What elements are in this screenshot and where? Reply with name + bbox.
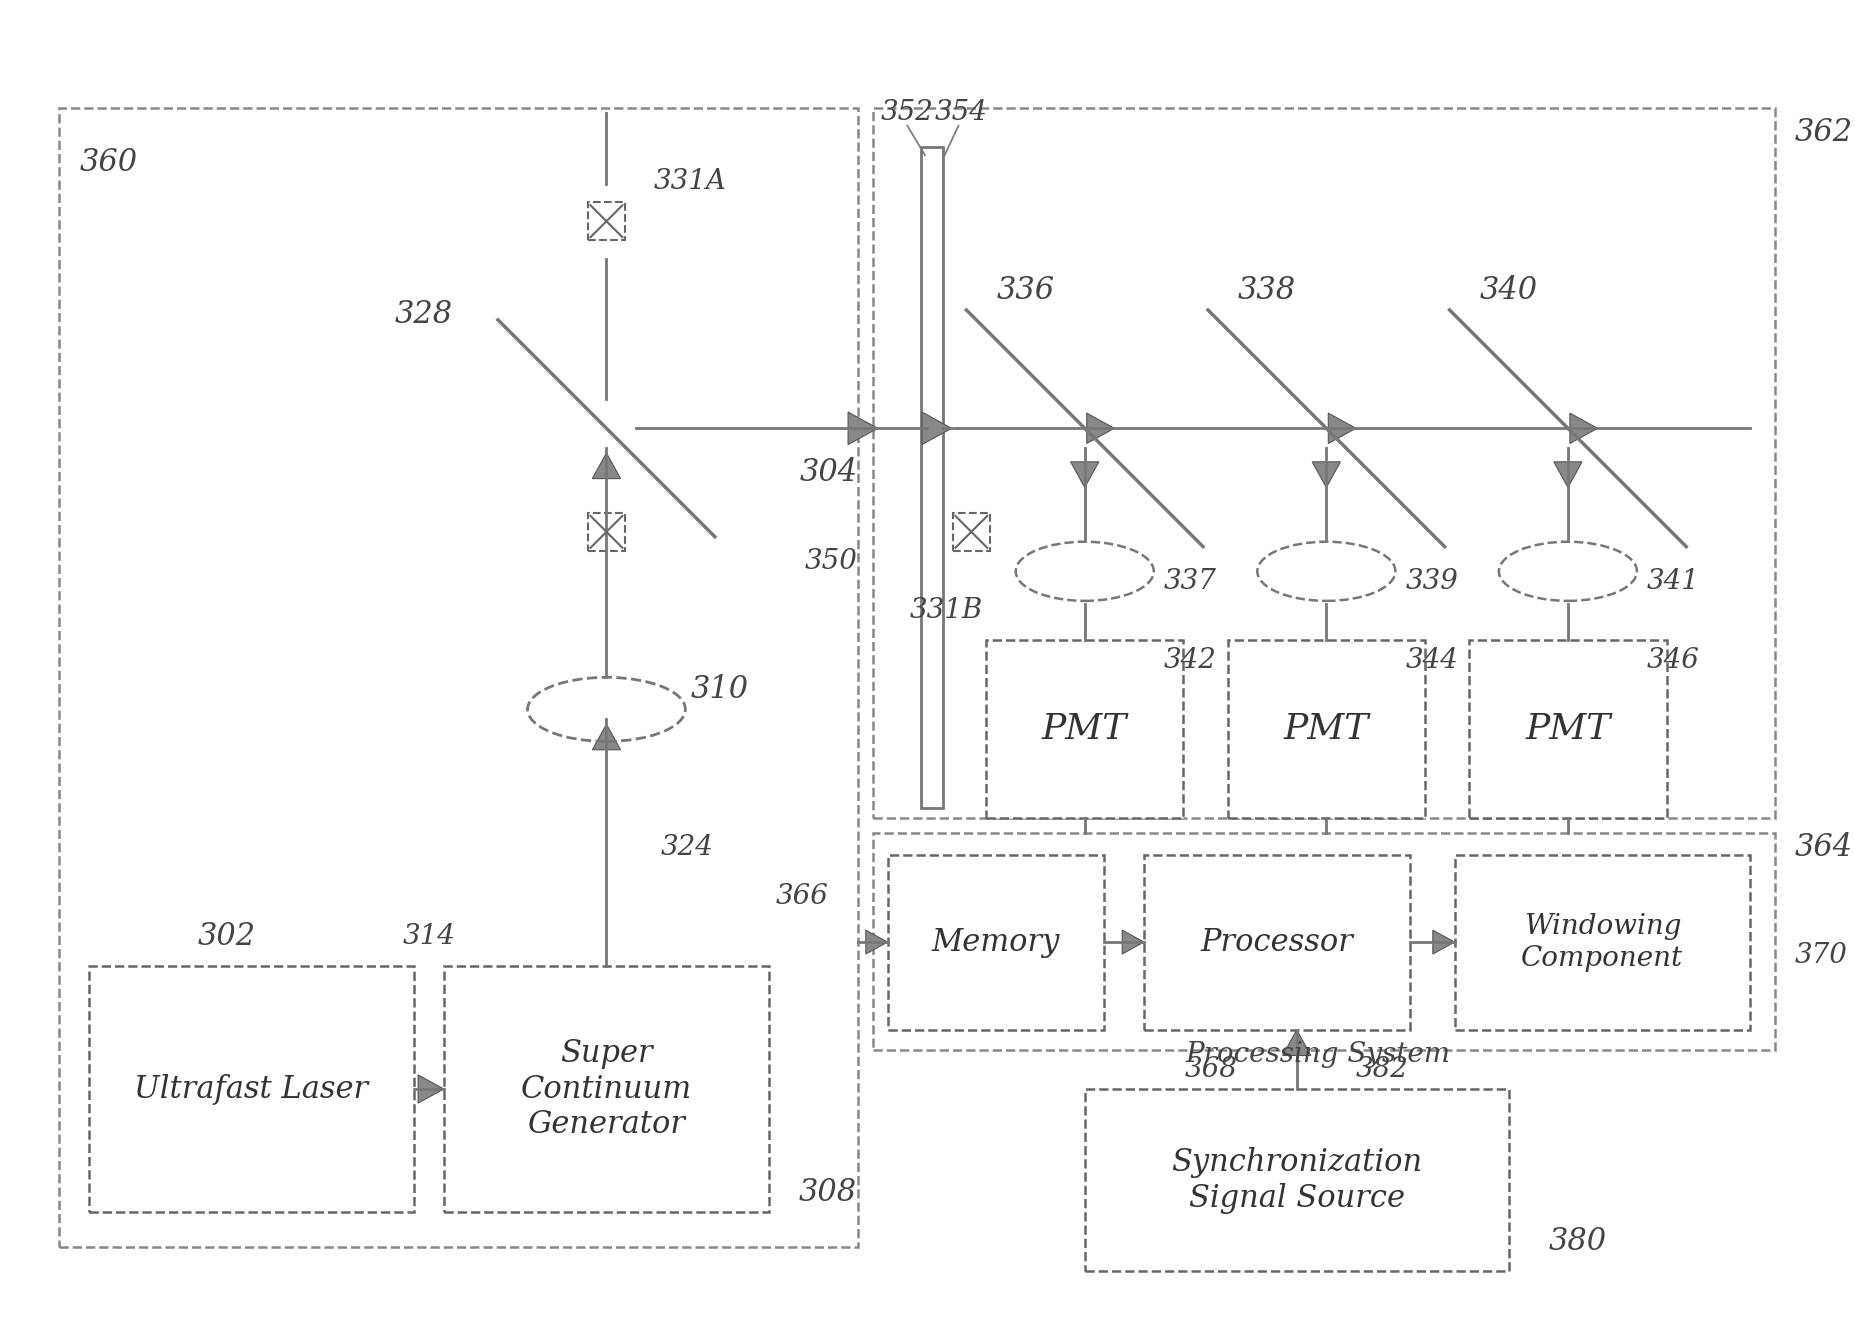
Text: 342: 342 (1163, 647, 1215, 674)
Polygon shape (985, 640, 1183, 818)
Polygon shape (952, 513, 989, 550)
Polygon shape (1569, 414, 1597, 443)
Text: PMT: PMT (1041, 712, 1126, 747)
Text: 346: 346 (1645, 647, 1699, 674)
Text: Processing System: Processing System (1185, 1041, 1451, 1067)
Polygon shape (417, 1075, 443, 1103)
Polygon shape (1087, 414, 1113, 443)
Text: PMT: PMT (1284, 712, 1369, 747)
Text: 331B: 331B (909, 597, 983, 625)
Text: 366: 366 (775, 883, 827, 910)
Text: 308: 308 (798, 1177, 857, 1208)
Text: PMT: PMT (1525, 712, 1610, 747)
Text: Windowing
Component: Windowing Component (1521, 914, 1682, 972)
Text: 328: 328 (395, 300, 453, 330)
Text: 380: 380 (1547, 1227, 1605, 1257)
Text: 344: 344 (1404, 647, 1458, 674)
Polygon shape (1282, 1030, 1310, 1055)
Text: Ultrafast Laser: Ultrafast Laser (134, 1074, 369, 1105)
Polygon shape (1083, 1089, 1508, 1272)
Polygon shape (1432, 930, 1454, 953)
Polygon shape (922, 412, 952, 444)
Polygon shape (592, 724, 620, 749)
Text: 314: 314 (403, 923, 454, 949)
Text: 302: 302 (198, 920, 256, 952)
Text: Synchronization
Signal Source: Synchronization Signal Source (1171, 1147, 1421, 1213)
Polygon shape (1454, 855, 1749, 1030)
Text: 341: 341 (1645, 568, 1699, 594)
Polygon shape (1143, 855, 1410, 1030)
Text: 360: 360 (80, 147, 137, 178)
Polygon shape (588, 513, 625, 550)
Text: 354: 354 (935, 99, 987, 126)
Text: 382: 382 (1356, 1055, 1408, 1083)
Text: Processor: Processor (1200, 927, 1352, 959)
Polygon shape (1122, 930, 1143, 953)
Text: 350: 350 (805, 548, 857, 575)
Text: 340: 340 (1478, 274, 1538, 306)
Polygon shape (1070, 461, 1098, 488)
Polygon shape (443, 965, 768, 1212)
Text: 368: 368 (1183, 1055, 1237, 1083)
Polygon shape (920, 147, 942, 808)
Polygon shape (1469, 640, 1666, 818)
Text: 362: 362 (1794, 117, 1851, 149)
Polygon shape (1328, 414, 1356, 443)
Text: Memory: Memory (931, 927, 1059, 959)
Polygon shape (1553, 461, 1580, 488)
Text: 324: 324 (660, 834, 712, 861)
Text: 337: 337 (1163, 568, 1215, 594)
Polygon shape (1226, 640, 1425, 818)
Polygon shape (592, 453, 620, 479)
Polygon shape (89, 965, 414, 1212)
Text: 352: 352 (881, 99, 933, 126)
Text: 364: 364 (1794, 831, 1851, 863)
Text: 304: 304 (800, 457, 857, 488)
Text: 339: 339 (1404, 568, 1458, 594)
Text: 331A: 331A (653, 168, 727, 195)
Text: Super
Continuum
Generator: Super Continuum Generator (521, 1038, 692, 1140)
Polygon shape (588, 203, 625, 240)
Text: 338: 338 (1237, 274, 1295, 306)
Polygon shape (848, 412, 877, 444)
Polygon shape (864, 930, 887, 953)
Text: 310: 310 (690, 674, 749, 705)
Polygon shape (887, 855, 1104, 1030)
Text: 370: 370 (1794, 943, 1846, 969)
Polygon shape (1311, 461, 1339, 488)
Text: 336: 336 (996, 274, 1054, 306)
